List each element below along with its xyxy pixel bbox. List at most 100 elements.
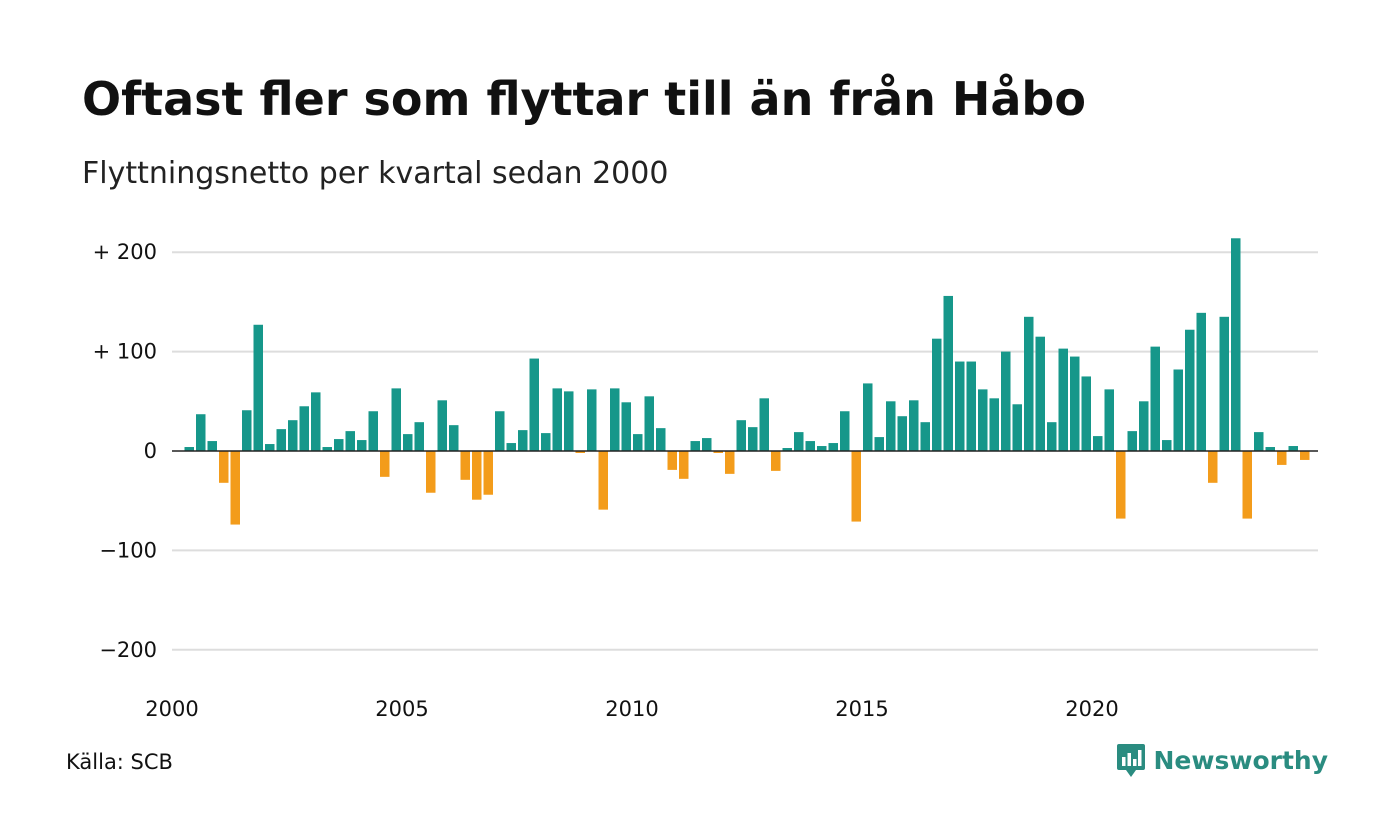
bar-negative bbox=[667, 451, 677, 470]
bar-positive bbox=[909, 400, 919, 451]
bar-positive bbox=[506, 443, 516, 451]
bar-positive bbox=[644, 396, 654, 451]
bar-positive bbox=[621, 402, 631, 451]
bar-positive bbox=[1150, 346, 1160, 451]
bar-negative bbox=[219, 451, 229, 483]
bar-positive bbox=[1173, 369, 1183, 451]
bar-positive bbox=[541, 433, 551, 451]
bar-positive bbox=[449, 425, 459, 451]
y-tick-label: + 200 bbox=[93, 240, 157, 264]
bar-positive bbox=[1058, 348, 1068, 451]
bar-negative bbox=[598, 451, 608, 510]
bar-positive bbox=[529, 358, 539, 451]
bar-positive bbox=[610, 388, 620, 451]
bar-positive bbox=[690, 441, 700, 451]
bar-negative bbox=[713, 451, 723, 453]
bar-negative bbox=[1208, 451, 1218, 483]
bar-positive bbox=[1012, 404, 1022, 451]
bar-positive bbox=[564, 391, 574, 451]
bar-positive bbox=[322, 447, 332, 451]
source-note: Källa: SCB bbox=[66, 750, 173, 774]
bar-positive bbox=[1139, 401, 1149, 451]
bar-negative bbox=[771, 451, 781, 471]
bar-positive bbox=[265, 444, 275, 451]
bar-positive bbox=[1047, 422, 1057, 451]
bar-positive bbox=[311, 392, 321, 451]
bar-negative bbox=[230, 451, 240, 525]
bar-positive bbox=[920, 422, 930, 451]
x-tick-label: 2020 bbox=[1065, 697, 1118, 721]
bar-negative bbox=[483, 451, 493, 495]
bar-positive bbox=[817, 446, 827, 451]
bar-positive bbox=[1219, 316, 1229, 451]
bar-positive bbox=[656, 428, 666, 451]
bar-positive bbox=[886, 401, 896, 451]
brand-name: Newsworthy bbox=[1153, 745, 1329, 775]
bar-positive bbox=[357, 440, 367, 451]
brand-logo: Newsworthy bbox=[1116, 742, 1329, 778]
bar-positive bbox=[989, 398, 999, 451]
bar-positive bbox=[276, 429, 286, 451]
bar-positive bbox=[828, 443, 838, 451]
bar-positive bbox=[955, 361, 965, 451]
x-tick-label: 2005 bbox=[375, 697, 428, 721]
bar-positive bbox=[874, 437, 884, 451]
bar-positive bbox=[391, 388, 401, 451]
bar-positive bbox=[1127, 431, 1137, 451]
bar-positive bbox=[403, 434, 413, 451]
bar-positive bbox=[1185, 329, 1195, 451]
bar-negative bbox=[472, 451, 482, 500]
y-tick-label: + 100 bbox=[93, 340, 157, 364]
bar-positive bbox=[1035, 336, 1045, 451]
bar-negative bbox=[460, 451, 470, 480]
bar-positive bbox=[437, 400, 447, 451]
x-tick-label: 2015 bbox=[835, 697, 888, 721]
bar-positive bbox=[1196, 312, 1206, 451]
bar-positive bbox=[1093, 436, 1103, 451]
bar-positive bbox=[897, 416, 907, 451]
bar-positive bbox=[782, 448, 792, 451]
bar-positive bbox=[805, 441, 815, 451]
bar-positive bbox=[932, 338, 942, 451]
chart-subtitle: Flyttningsnetto per kvartal sedan 2000 bbox=[82, 156, 669, 191]
bar-positive bbox=[702, 438, 712, 451]
bar-negative bbox=[679, 451, 689, 479]
bar-positive bbox=[288, 420, 298, 451]
y-tick-label: −100 bbox=[99, 538, 157, 562]
bar-positive bbox=[414, 422, 424, 451]
bar-positive bbox=[1254, 432, 1264, 451]
bar-positive bbox=[1265, 447, 1275, 451]
bar-negative bbox=[725, 451, 735, 474]
bar-positive bbox=[242, 410, 252, 451]
x-axis-ticks: 2000 2005 2010 2015 2020 bbox=[145, 697, 1118, 721]
bar-positive bbox=[966, 361, 976, 451]
bar-positive bbox=[943, 295, 953, 451]
bar-positive bbox=[840, 411, 850, 451]
chart-title: Oftast fler som flyttar till än från Håb… bbox=[82, 72, 1086, 126]
bar-positive bbox=[1001, 351, 1011, 451]
bar-positive bbox=[207, 441, 217, 451]
bar-positive bbox=[1231, 238, 1241, 451]
bar-positive bbox=[552, 388, 562, 451]
y-tick-label: 0 bbox=[144, 439, 157, 463]
bar-positive bbox=[978, 389, 988, 451]
bar-positive bbox=[1024, 316, 1034, 451]
y-axis-ticks: + 200 + 100 0 −100 −200 bbox=[93, 240, 157, 662]
bar-negative bbox=[426, 451, 436, 493]
bar-negative bbox=[1300, 451, 1310, 460]
bar-positive bbox=[748, 427, 758, 451]
gridlines bbox=[172, 251, 1318, 651]
bar-positive bbox=[518, 430, 528, 451]
bar-negative bbox=[1277, 451, 1287, 465]
bar-positive bbox=[368, 411, 378, 451]
bar-positive bbox=[345, 431, 355, 451]
bar-positive bbox=[495, 411, 505, 451]
y-tick-label: −200 bbox=[99, 638, 157, 662]
bars bbox=[184, 238, 1310, 525]
bar-positive bbox=[759, 398, 769, 451]
x-tick-label: 2010 bbox=[605, 697, 658, 721]
bar-negative bbox=[575, 451, 585, 453]
bar-positive bbox=[736, 420, 746, 451]
bar-negative bbox=[851, 451, 861, 522]
